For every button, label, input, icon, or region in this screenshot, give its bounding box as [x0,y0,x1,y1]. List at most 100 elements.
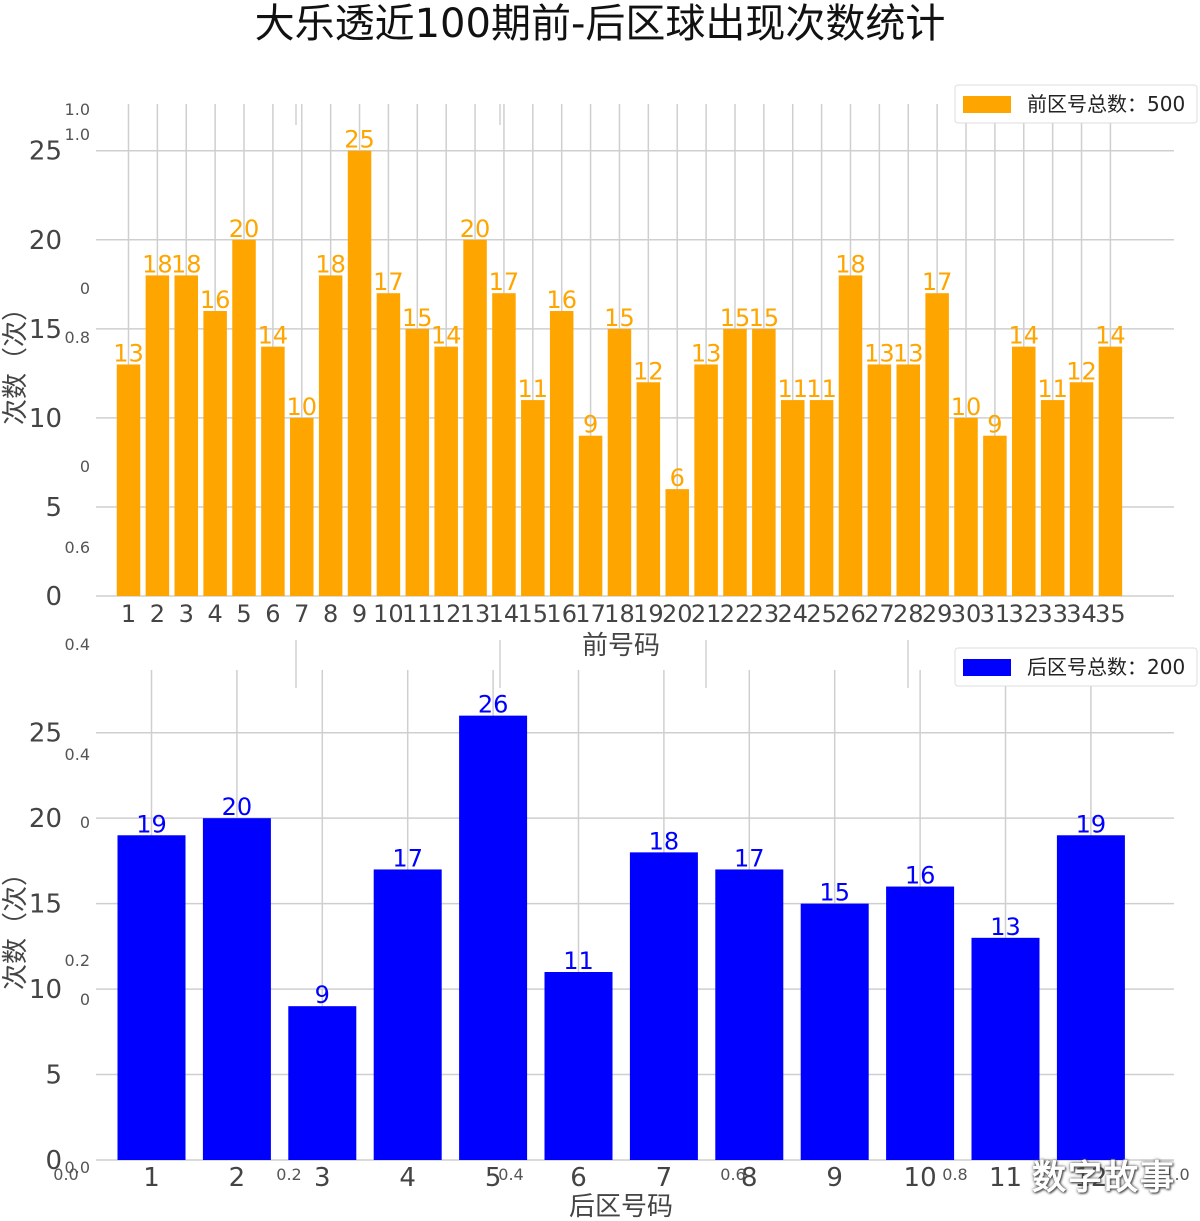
data-label: 11 [563,947,594,975]
x-axis-label: 后区号码 [569,1192,673,1221]
legend-box [954,647,1198,687]
legend-label: 后区号总数：200 [1027,655,1185,679]
page-title: 大乐透近100期前-后区球出现次数统计 [254,1,946,47]
bar [1098,346,1123,596]
bar [694,364,718,596]
data-label: 13 [691,339,722,367]
xtick-label: 9 [352,600,367,628]
xtick-label: 23 [749,600,780,628]
xtick-label: 5 [485,1163,502,1193]
xtick-label: 16 [546,600,577,628]
ytick-label: 10 [29,975,62,1005]
data-label: 17 [392,844,423,872]
bar [288,1006,357,1160]
xtick-label: 11 [989,1163,1022,1193]
bar [544,972,613,1160]
bar [954,417,978,596]
bar [925,293,949,596]
bar [463,239,487,596]
data-label: 19 [1076,810,1107,838]
ghost-ytick: 0 [80,990,90,1009]
data-label: 14 [431,322,462,350]
xtick-label: 8 [741,1163,758,1193]
ytick-label: 10 [29,404,62,434]
bar [838,275,863,596]
data-label: 17 [734,844,765,872]
bar [232,239,256,596]
data-label: 26 [478,691,509,719]
xtick-label: 3 [179,600,194,628]
xtick-label: 35 [1095,600,1126,628]
data-label: 18 [315,250,346,278]
bar [318,275,343,596]
data-label: 9 [987,411,1002,439]
bar [290,417,314,596]
y-axis-label: 次数（次） [1,860,31,990]
bar [809,400,834,596]
data-label: 14 [258,322,289,350]
xtick-label: 30 [951,600,982,628]
xtick-label: 28 [893,600,924,628]
ghost-xtick: 1.0 [1164,1165,1189,1184]
bar [983,435,1007,596]
data-label: 15 [819,879,850,907]
bar [1056,835,1125,1160]
data-label: 11 [518,375,549,403]
data-label: 11 [1037,375,1068,403]
data-label: 6 [670,464,685,492]
xtick-label: 25 [806,600,837,628]
xtick-label: 8 [323,600,338,628]
data-label: 18 [171,250,202,278]
xtick-label: 21 [691,600,722,628]
xtick-label: 32 [1009,600,1040,628]
bar [1012,346,1036,596]
bar [145,275,170,596]
data-label: 20 [222,793,253,821]
xtick-label: 10 [373,600,404,628]
data-label: 12 [633,357,664,385]
ghost-ytick: 0.0 [65,1158,90,1177]
data-label: 12 [1066,357,1097,385]
xtick-label: 17 [575,600,606,628]
bar [203,311,227,596]
ytick-label: 15 [29,315,62,345]
ghost-xtick: 0.4 [498,1165,523,1184]
bar [1069,382,1094,596]
data-label: 17 [373,268,404,296]
bar [886,886,955,1160]
xtick-label: 24 [777,600,808,628]
data-label: 16 [200,286,231,314]
bar [376,293,401,596]
legend-swatch [963,96,1011,113]
bar [434,346,458,596]
data-label: 25 [344,126,375,154]
data-label: 18 [835,250,866,278]
ghost-xtick: 0.0 [53,1165,78,1184]
bar [867,364,892,596]
xtick-label: 12 [431,600,462,628]
data-label: 14 [1009,322,1040,350]
bar [715,869,784,1160]
data-label: 20 [460,215,491,243]
xtick-label: 11 [402,600,433,628]
data-label: 13 [893,339,924,367]
xtick-label: 12 [1074,1163,1107,1193]
watermark: 数字故事 [1032,1158,1176,1198]
data-label: 16 [905,862,936,890]
legend-label: 前区号总数：500 [1027,92,1185,116]
ghost-ytick: 0.6 [65,538,90,557]
xtick-label: 6 [570,1163,587,1193]
bar [665,489,689,596]
bar [752,328,776,596]
xtick-label: 33 [1037,600,1068,628]
ghost-ytick: 0 [80,279,90,298]
ghost-ytick: 0 [80,457,90,476]
xtick-label: 18 [604,600,635,628]
legend-swatch [963,659,1011,676]
data-label: 18 [649,827,680,855]
ghost-ytick: 1.0 [65,100,90,119]
xtick-label: 1 [143,1163,160,1193]
bar [492,293,516,596]
data-label: 10 [951,393,982,421]
